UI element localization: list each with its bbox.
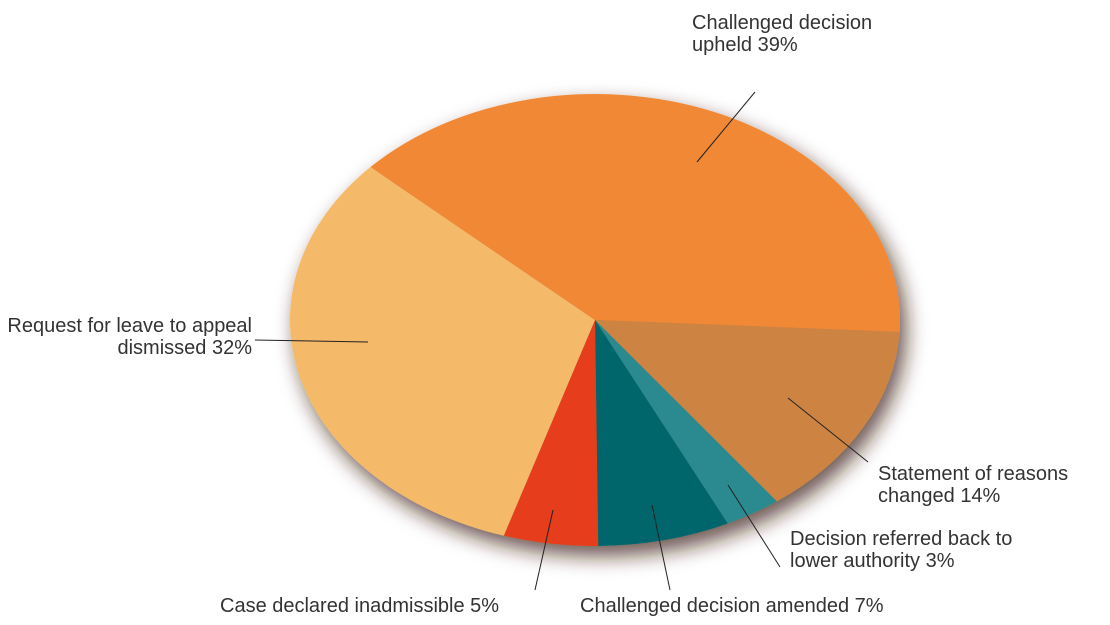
value-label: 32%	[211, 337, 252, 359]
value-label: 5%	[470, 595, 500, 617]
slice-label: Request for leave to appeal dismissed 32…	[0, 315, 252, 359]
leader-line	[727, 484, 781, 568]
pie-slice	[503, 320, 599, 546]
pie-slice	[289, 167, 595, 536]
value-label: 14%	[960, 485, 1001, 507]
slice-label: Challenged decision upheld 39%	[692, 12, 922, 56]
leader-line	[254, 339, 369, 343]
leader-line	[534, 509, 554, 591]
leader-line	[651, 504, 671, 591]
pie-slice	[595, 320, 777, 524]
value-label: 3%	[925, 550, 955, 572]
pie-slice	[595, 320, 728, 546]
slice-label: Statement of reasons changed 14%	[878, 463, 1103, 507]
pie-slice	[370, 93, 901, 332]
category-name: Statement of reasons changed	[878, 463, 1069, 507]
category-name: Challenged decision amended	[580, 595, 850, 617]
slice-label: Challenged decision amended 7%	[580, 595, 884, 617]
pie-slice	[595, 320, 900, 502]
category-name: Decision referred back to lower authorit…	[790, 528, 1013, 572]
leader-line	[696, 91, 756, 163]
leaders	[254, 91, 869, 591]
value-label: 7%	[854, 595, 884, 617]
category-name: Case declared inadmissible	[220, 595, 465, 617]
category-name: Request for leave to appeal dismissed	[7, 315, 252, 359]
category-name: Challenged decision upheld	[692, 12, 873, 56]
leader-line	[787, 397, 869, 463]
slice-label: Case declared inadmissible 5%	[220, 595, 499, 617]
value-label: 39%	[757, 34, 798, 56]
slice-label: Decision referred back to lower authorit…	[790, 528, 1040, 572]
slices	[289, 93, 901, 546]
